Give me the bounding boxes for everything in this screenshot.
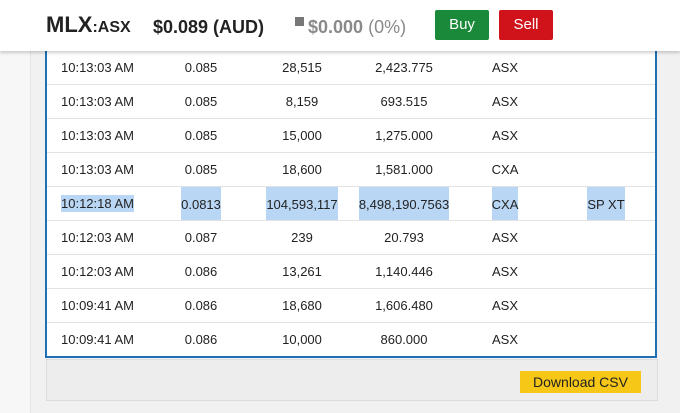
trade-value-text: 1,140.446 [375,264,433,279]
table-row[interactable]: 10:12:03 AM 0.086 13,261 1,140.446 ASX [47,255,655,289]
trade-time: 10:13:03 AM [61,51,134,84]
trade-market-text: ASX [492,264,519,279]
trade-price-text: 0.087 [184,230,218,245]
trade-time-text: 10:13:03 AM [61,60,134,75]
trade-price-text: 0.086 [184,298,218,313]
trade-price-text: 0.085 [184,128,218,143]
trade-volume-text: 18,680 [282,298,322,313]
trade-value-text: 860.000 [380,332,428,347]
trade-time-text: 10:13:03 AM [61,128,134,143]
trade-value-text: 8,498,190.7563 [358,187,450,220]
course-of-sales-table[interactable]: 10:13:03 AM 0.085 28,515 2,423.775 ASX 10:13:… [45,51,657,358]
trade-price-text: 0.0813 [181,187,221,220]
trade-value-text: 1,275.000 [375,128,433,143]
ticker-code: MLX [46,12,93,37]
left-gutter [0,51,31,413]
trade-volume-text: 13,261 [282,264,322,279]
trade-value-text: 1,581.000 [375,162,433,177]
trade-time: 10:12:03 AM [61,221,134,254]
trade-price-text: 0.085 [184,94,218,109]
download-csv-button[interactable]: Download CSV [520,371,641,393]
trade-price-text: 0.085 [184,162,218,177]
trade-time: 10:12:18 AM [61,187,134,220]
trade-value-text: 1,606.480 [375,298,433,313]
trade-volume-text: 18,600 [282,162,322,177]
table-row[interactable]: 10:12:03 AM 0.087 239 20.793 ASX [47,221,655,255]
change-absolute: $0.000 [308,17,364,37]
unchanged-indicator-icon [295,17,304,26]
ticker-symbol: MLX:ASX [46,12,131,38]
trade-price-text: 0.086 [184,264,218,279]
trade-condition-text: SP XT [587,187,625,220]
trade-time: 10:09:41 AM [61,323,134,356]
trade-market-text: ASX [492,94,519,109]
trade-market-text: CXA [491,162,519,177]
trade-market-text: ASX [492,128,519,143]
trade-time: 10:13:03 AM [61,119,134,152]
trade-time: 10:13:03 AM [61,85,134,118]
trade-volume-text: 8,159 [285,94,319,109]
trade-market-text: ASX [492,298,519,313]
trade-volume-text: 10,000 [282,332,322,347]
trade-market-text: CXA [491,187,519,220]
trade-volume-text: 104,593,117 [266,187,338,220]
trade-price-text: 0.085 [184,60,218,75]
table-row[interactable]: 10:09:41 AM 0.086 18,680 1,606.480 ASX [47,289,655,323]
trade-time-text: 10:13:03 AM [61,94,134,109]
table-row[interactable]: 10:12:18 AM 0.0813 104,593,117 8,498,190.75… [47,187,655,221]
trade-value-text: 2,423.775 [375,60,433,75]
buy-button[interactable]: Buy [435,10,489,40]
trade-value-text: 20.793 [384,230,424,245]
trade-time: 10:12:03 AM [61,255,134,288]
table-row[interactable]: 10:13:03 AM 0.085 8,159 693.515 ASX [47,85,655,119]
sell-button[interactable]: Sell [499,10,553,40]
trade-market-text: ASX [492,60,519,75]
trade-price-text: 0.086 [184,332,218,347]
table-row[interactable]: 10:13:03 AM 0.085 28,515 2,423.775 ASX [47,51,655,85]
trade-volume-text: 28,515 [282,60,322,75]
trade-time: 10:13:03 AM [61,153,134,186]
trade-time-text: 10:13:03 AM [61,162,134,177]
trade-time-text: 10:12:18 AM [61,195,134,212]
trade-volume-text: 15,000 [282,128,322,143]
trade-time-text: 10:09:41 AM [61,332,134,347]
trade-value-text: 693.515 [380,94,428,109]
trade-volume-text: 239 [291,230,313,245]
trade-market-text: ASX [492,230,519,245]
table-row[interactable]: 10:13:03 AM 0.085 18,600 1,581.000 CXA [47,153,655,187]
quote-header: MLX:ASX $0.089 (AUD) $0.000 (0%) Buy Sel… [0,0,680,51]
table-footer: Download CSV [46,359,658,401]
trade-time-text: 10:09:41 AM [61,298,134,313]
trade-time: 10:09:41 AM [61,289,134,322]
trade-time-text: 10:12:03 AM [61,264,134,279]
table-row[interactable]: 10:13:03 AM 0.085 15,000 1,275.000 ASX [47,119,655,153]
price-change: $0.000 (0%) [295,17,406,38]
trade-time-text: 10:12:03 AM [61,230,134,245]
change-percent: (0%) [368,17,407,37]
table-row[interactable]: 10:09:41 AM 0.086 10,000 860.000 ASX [47,323,655,356]
last-price: $0.089 (AUD) [153,17,265,37]
trade-market-text: ASX [492,332,519,347]
ticker-exchange: :ASX [92,19,131,36]
